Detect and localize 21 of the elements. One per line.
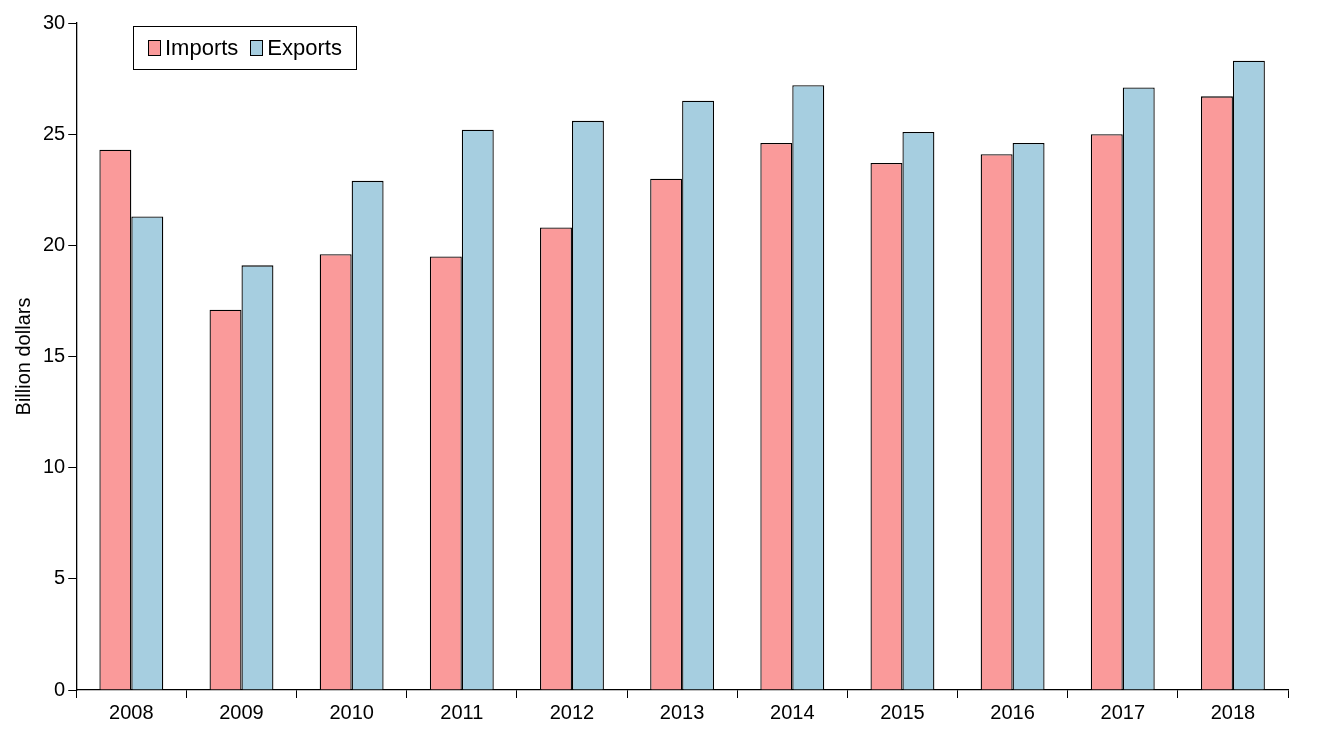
x-tick-label: 2015 bbox=[880, 700, 925, 723]
legend-label: Imports bbox=[165, 35, 239, 61]
y-tick-label: 5 bbox=[54, 566, 66, 589]
x-tick-label: 2013 bbox=[659, 700, 705, 723]
y-tick-label: 0 bbox=[54, 677, 66, 700]
x-tick-label: 2008 bbox=[109, 700, 154, 723]
x-tick-label: 2012 bbox=[549, 700, 595, 723]
legend-label: Exports bbox=[267, 35, 342, 61]
x-tick-label: 2014 bbox=[770, 700, 815, 723]
x-tick-label: 2010 bbox=[329, 700, 374, 723]
y-tick-label: 15 bbox=[43, 344, 66, 367]
y-tick-label: 30 bbox=[43, 10, 66, 33]
x-tick-label: 2016 bbox=[990, 700, 1035, 723]
x-tick-label: 2018 bbox=[1210, 700, 1256, 723]
x-tick-label: 2011 bbox=[440, 700, 484, 723]
x-tick-label: 2017 bbox=[1100, 700, 1146, 723]
y-tick-label: 20 bbox=[43, 232, 66, 255]
y-axis-title: Billion dollars bbox=[11, 297, 34, 416]
y-tick-label: 25 bbox=[43, 121, 66, 144]
y-tick-label: 10 bbox=[43, 455, 66, 478]
x-tick-label: 2009 bbox=[219, 700, 264, 723]
